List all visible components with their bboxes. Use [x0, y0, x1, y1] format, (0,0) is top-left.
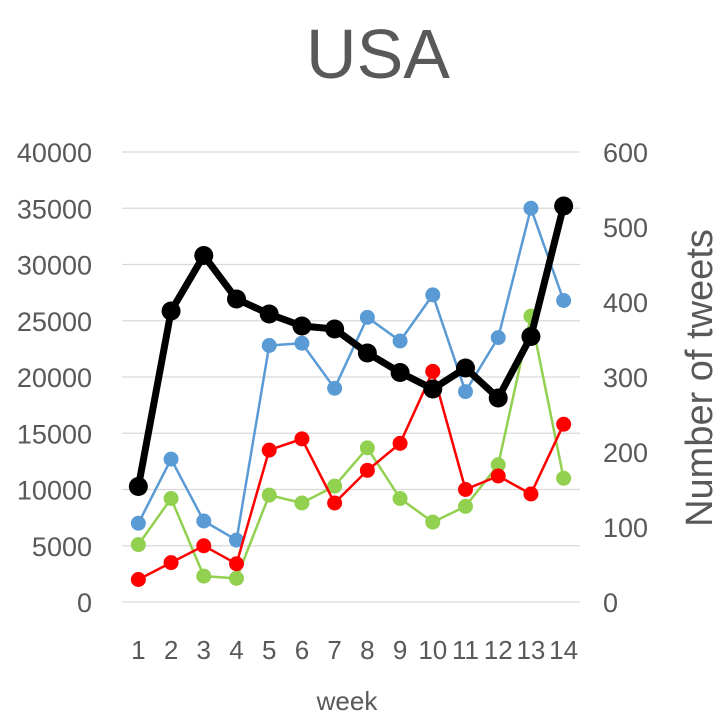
data-point: [327, 495, 343, 511]
data-point: [359, 462, 375, 478]
data-point: [392, 435, 408, 451]
right-axis-ticks: 0 100 200 300 400 500 600: [603, 138, 648, 618]
right-axis-title: Number of tweets: [679, 229, 721, 527]
x-tick-label: 1: [131, 635, 145, 665]
data-point: [163, 451, 179, 467]
data-point: [425, 287, 441, 303]
data-point: [229, 532, 244, 548]
data-point: [521, 327, 541, 346]
data-point: [261, 487, 277, 503]
data-point: [392, 491, 408, 506]
data-point: [357, 343, 377, 363]
x-tick-label: 10: [418, 635, 447, 665]
right-tick-label: 100: [603, 513, 648, 543]
chart-title: USA: [306, 15, 450, 93]
data-point: [392, 333, 408, 349]
data-point: [523, 486, 539, 502]
data-point: [425, 514, 441, 530]
data-point: [325, 319, 345, 339]
data-point: [554, 196, 574, 216]
data-point: [488, 388, 508, 408]
series-layer: [128, 196, 574, 587]
data-point: [194, 246, 214, 265]
data-point: [425, 363, 441, 379]
data-point: [359, 309, 375, 325]
data-point: [458, 482, 473, 497]
right-tick-label: 300: [603, 363, 648, 393]
x-tick-label: 9: [393, 635, 407, 665]
left-tick-label: 40000: [17, 138, 92, 168]
data-point: [259, 304, 279, 324]
data-point: [294, 431, 310, 447]
x-tick-label: 5: [262, 635, 276, 665]
x-tick-label: 13: [516, 635, 545, 665]
data-point: [556, 416, 572, 432]
left-tick-label: 5000: [32, 532, 92, 562]
data-point: [556, 293, 572, 308]
data-point: [261, 442, 277, 458]
data-point: [128, 477, 148, 496]
data-point: [229, 556, 244, 572]
data-point: [456, 358, 475, 378]
right-tick-label: 600: [603, 138, 648, 168]
data-point: [490, 457, 506, 473]
data-point: [196, 568, 212, 584]
left-axis-ticks: 0 5000 10000 15000 20000 25000 30000 35000 40000: [17, 138, 92, 618]
data-point: [227, 289, 246, 309]
x-tick-label: 14: [549, 635, 578, 665]
data-point: [130, 537, 146, 553]
x-tick-label: 11: [452, 635, 479, 665]
left-tick-label: 25000: [17, 307, 92, 337]
x-tick-label: 4: [229, 635, 243, 665]
left-tick-label: 20000: [17, 363, 92, 393]
data-point: [196, 538, 212, 554]
series-2: [130, 363, 572, 587]
data-point: [163, 491, 179, 506]
data-point: [163, 555, 179, 571]
left-tick-label: 35000: [17, 194, 92, 224]
series-1: [130, 308, 572, 586]
series-0: [130, 200, 572, 548]
data-point: [490, 330, 506, 346]
data-point: [292, 316, 312, 336]
x-tick-label: 8: [360, 635, 374, 665]
series-3: [128, 196, 574, 496]
data-point: [390, 363, 410, 382]
right-tick-label: 400: [603, 288, 648, 318]
data-point: [556, 470, 572, 486]
data-point: [359, 440, 375, 456]
data-point: [423, 379, 443, 399]
left-tick-label: 15000: [17, 419, 92, 449]
data-point: [458, 384, 473, 400]
x-tick-label: 12: [484, 635, 513, 665]
data-point: [458, 498, 473, 514]
x-axis-ticks: 1 2 3 4 5 6 7 8 9 10 11 12 13 14: [131, 635, 578, 665]
right-tick-label: 200: [603, 438, 648, 468]
right-tick-label: 500: [603, 213, 648, 243]
data-point: [490, 468, 506, 484]
x-tick-label: 7: [327, 635, 341, 665]
x-axis-title: week: [316, 686, 379, 716]
left-tick-label: 10000: [17, 476, 92, 506]
data-point: [294, 495, 310, 511]
x-tick-label: 3: [197, 635, 211, 665]
data-point: [161, 301, 181, 321]
x-tick-label: 6: [295, 635, 309, 665]
data-point: [523, 200, 539, 216]
x-tick-label: 2: [164, 635, 178, 665]
left-tick-label: 30000: [17, 251, 92, 281]
data-point: [130, 572, 146, 587]
data-point: [261, 338, 277, 353]
right-tick-label: 0: [603, 588, 618, 618]
data-point: [327, 380, 343, 396]
left-tick-label: 0: [77, 588, 92, 618]
data-point: [294, 335, 310, 351]
data-point: [327, 478, 343, 494]
data-point: [229, 570, 244, 586]
data-point: [196, 513, 212, 529]
data-point: [130, 515, 146, 531]
